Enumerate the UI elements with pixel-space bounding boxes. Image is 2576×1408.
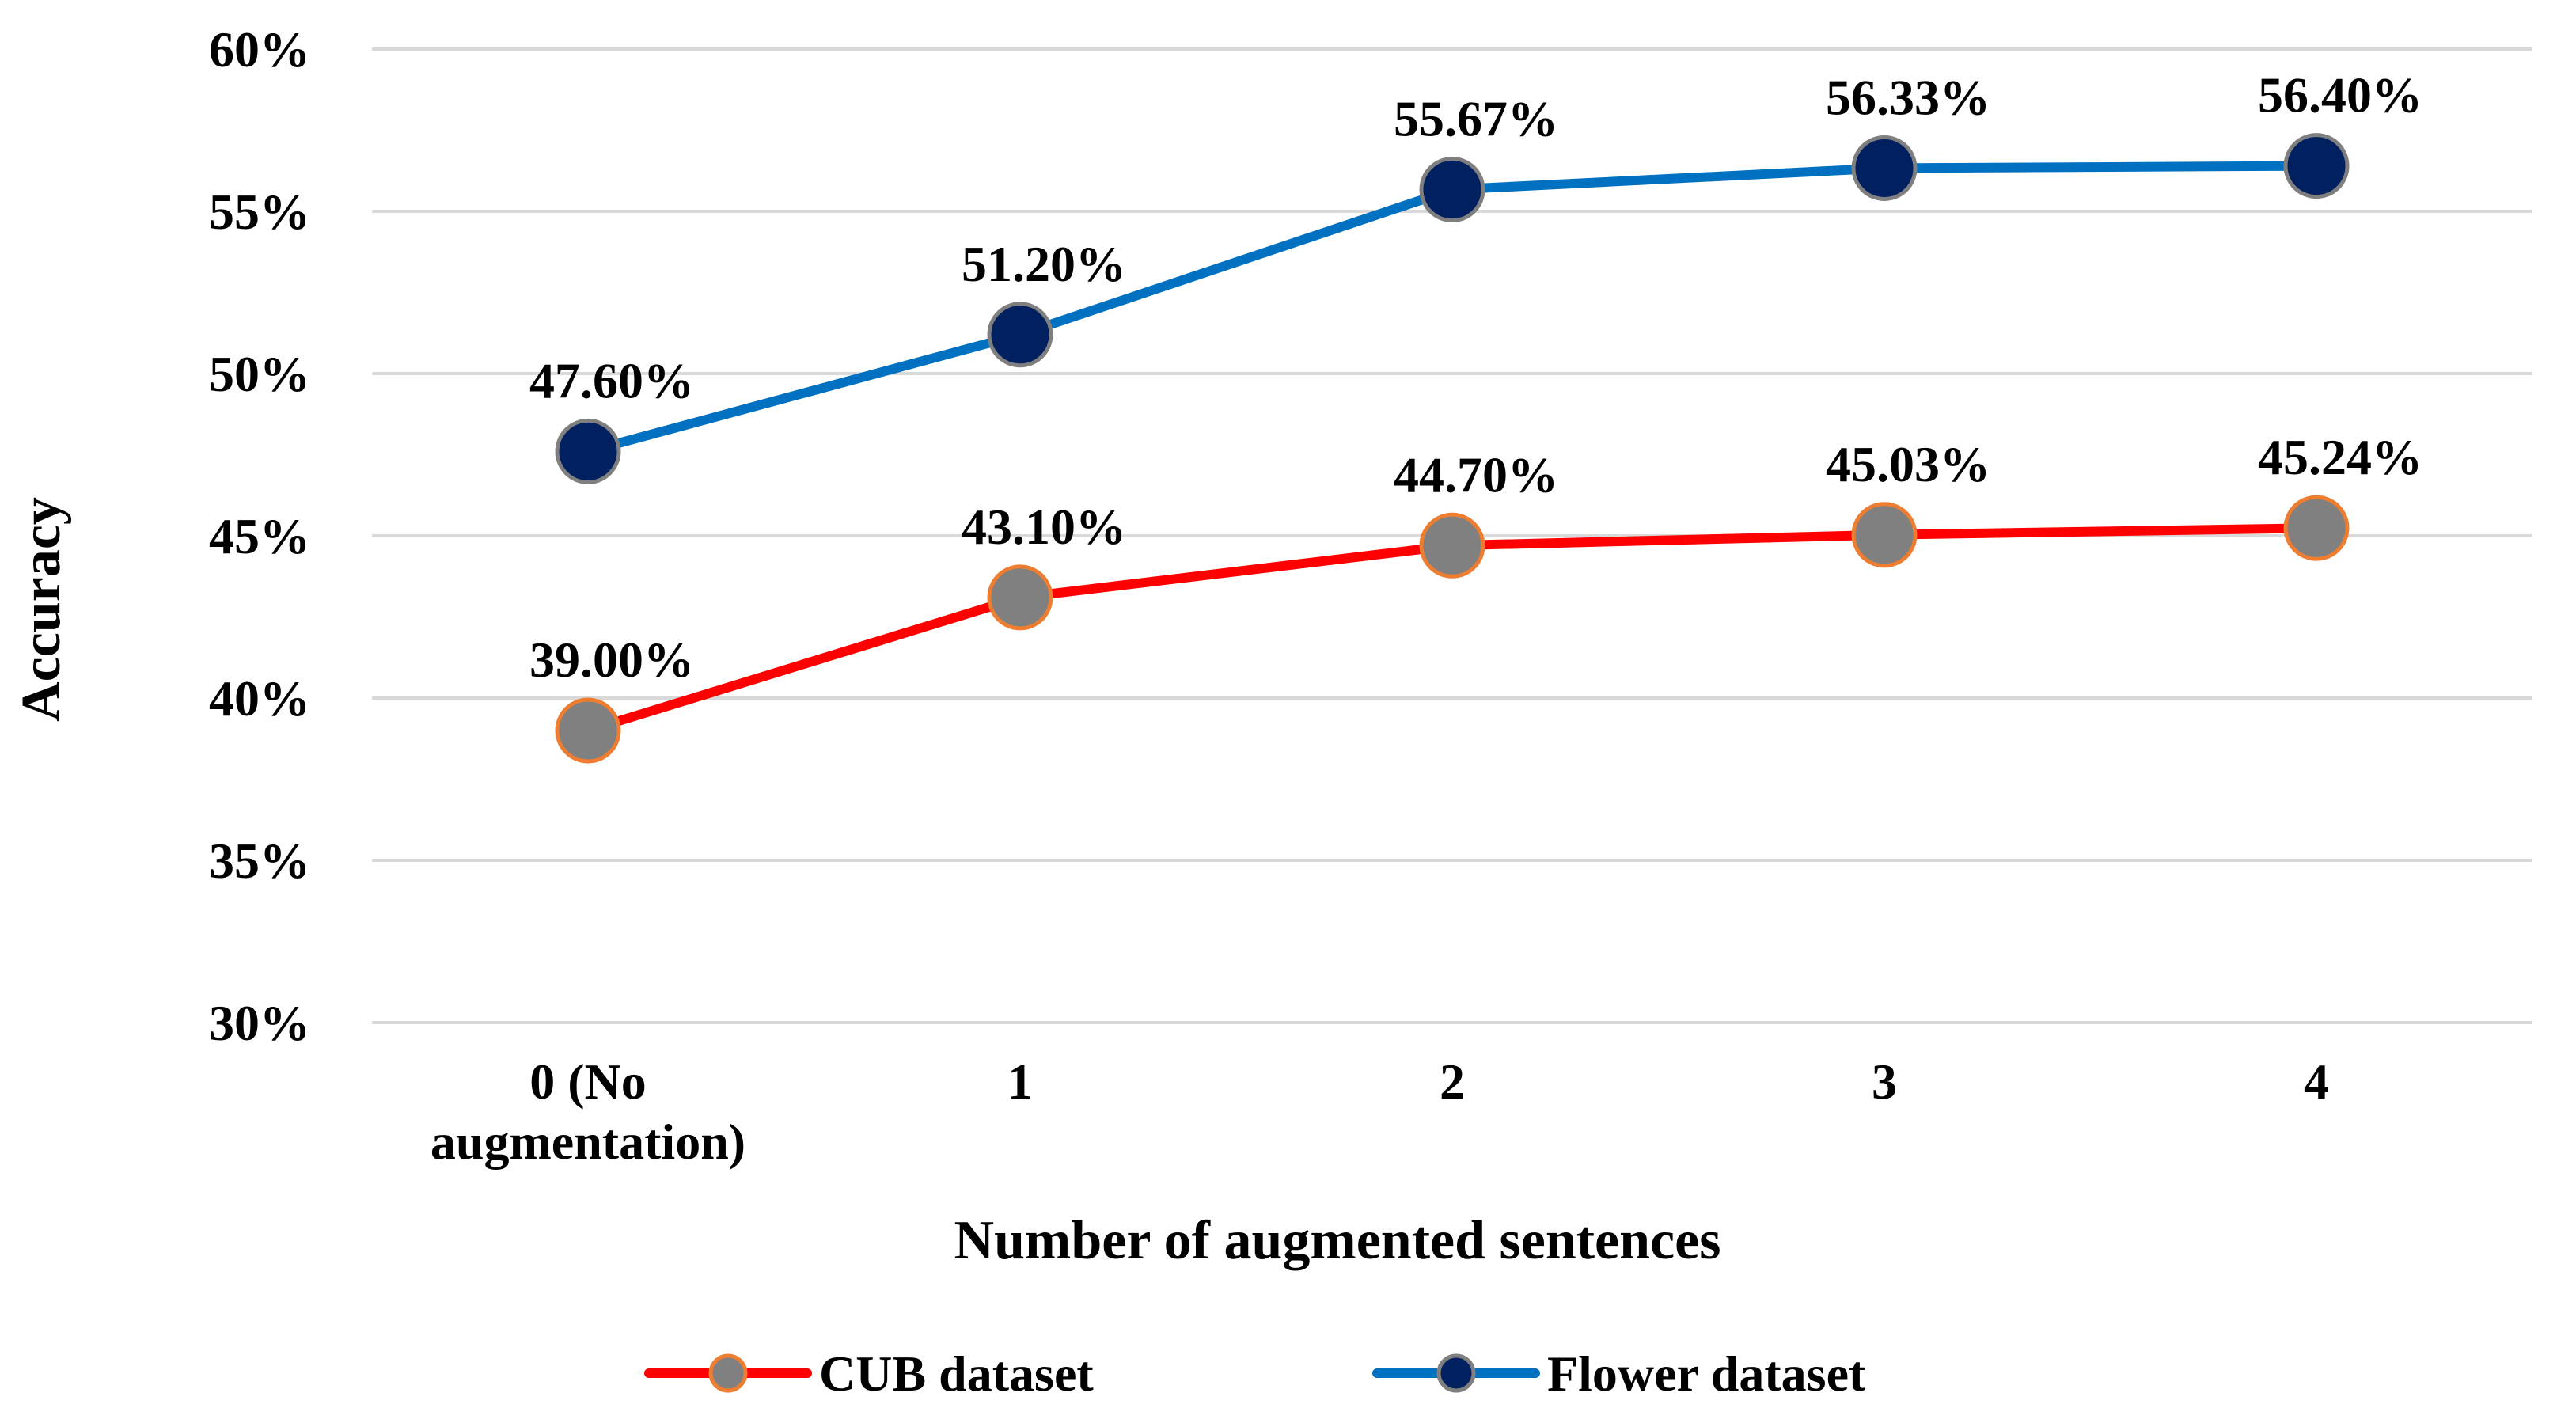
data-point: [1419, 157, 1485, 223]
x-tick-label-line: 2: [1440, 1053, 1465, 1110]
y-axis-title: Accuracy: [11, 497, 72, 722]
data-label: 39.00%: [529, 632, 694, 688]
legend-marker: [1436, 1353, 1476, 1393]
y-tick-label: 60%: [209, 21, 310, 78]
data-point: [987, 564, 1053, 631]
x-tick-label: 2: [1440, 1053, 1465, 1110]
x-tick-label: 0 (No augmentation): [431, 1053, 745, 1170]
data-label: 44.70%: [1394, 446, 1558, 503]
y-tick-label: 30%: [209, 995, 310, 1051]
data-label: 56.40%: [2258, 67, 2422, 123]
x-tick-label: 1: [1007, 1053, 1033, 1110]
x-tick-label-line: augmentation): [431, 1114, 745, 1170]
data-point: [987, 302, 1053, 368]
y-tick-label: 35%: [209, 833, 310, 889]
legend-label: CUB dataset: [819, 1345, 1094, 1402]
x-axis-title: Number of augmented sentences: [954, 1210, 1721, 1271]
x-tick-label-line: 3: [1872, 1053, 1897, 1110]
x-tick-label-line: 1: [1007, 1053, 1033, 1110]
x-tick-label: 4: [2304, 1053, 2329, 1110]
data-labels: 39.00% 43.10% 44.70% 45.03% 45.24% 47.60% 51.2…: [529, 67, 2422, 688]
data-point: [555, 697, 621, 764]
data-point: [1419, 512, 1485, 579]
legend-marker: [708, 1353, 748, 1393]
data-label: 55.67%: [1394, 91, 1558, 147]
x-axis-ticks: 0 (No augmentation) 1 2 3 4: [431, 1053, 2329, 1170]
x-tick-label: 3: [1872, 1053, 1897, 1110]
legend: CUB dataset Flower dataset: [644, 1345, 1866, 1402]
data-label: 43.10%: [962, 499, 1126, 555]
data-label: 45.03%: [1826, 436, 1990, 492]
data-point: [555, 418, 621, 484]
series: [555, 133, 2350, 764]
data-point: [1851, 502, 1918, 568]
x-tick-label-line: 0 (No: [529, 1053, 647, 1110]
data-label: 47.60%: [529, 352, 694, 408]
data-label: 45.24%: [2258, 429, 2422, 485]
data-label: 56.33%: [1826, 69, 1990, 125]
y-tick-label: 55%: [209, 184, 310, 240]
legend-label: Flower dataset: [1547, 1345, 1866, 1402]
data-point: [2283, 133, 2350, 199]
data-point: [2283, 495, 2350, 561]
y-tick-label: 50%: [209, 346, 310, 402]
x-tick-label-line: 4: [2304, 1053, 2329, 1110]
data-label: 51.20%: [962, 236, 1126, 292]
y-tick-label: 45%: [209, 508, 310, 564]
y-axis-ticks: 30% 35% 40% 45% 50% 55% 60%: [209, 21, 310, 1051]
y-tick-label: 40%: [209, 670, 310, 727]
data-point: [1851, 135, 1918, 201]
